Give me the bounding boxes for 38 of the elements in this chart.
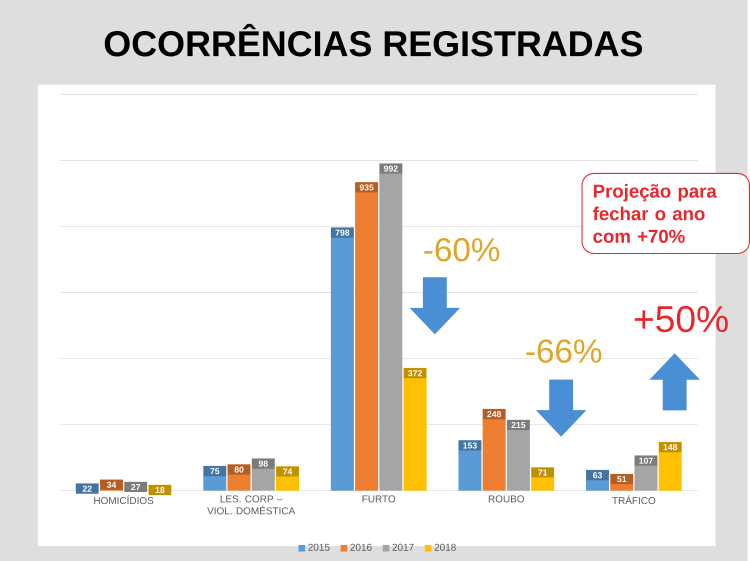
annotation: -60% [424,238,500,262]
data-label: 107 [639,458,653,464]
legend-label: 2017 [392,544,414,551]
data-label: 148 [664,444,678,450]
data-label: 74 [283,468,292,474]
data-label: 798 [336,230,350,236]
data-label: 153 [463,442,477,449]
x-tick-label: FURTO [362,495,396,502]
bar [404,368,427,491]
data-label: 51 [617,476,626,482]
annotation: +50% [634,306,728,332]
data-label: 98 [258,460,268,467]
annotation: Projeção para fechar o ano com +70% [592,184,717,243]
data-label: 34 [106,482,116,488]
legend-label: 2015 [308,544,330,551]
data-label: 75 [210,468,220,474]
x-tick-label: TRÁFICO [612,495,656,504]
chart-title: OCORRÊNCIAS REGISTRADAS [104,24,642,56]
data-label: 935 [360,184,374,190]
data-label: 80 [234,466,244,473]
x-tick-label: ROUBO [488,495,524,502]
data-label: 248 [487,411,502,418]
annotation: -66% [526,339,602,363]
legend-label: 2016 [350,544,372,551]
bar [355,182,378,491]
data-label: 71 [538,469,548,476]
legend-label: 2018 [434,544,456,551]
data-label: 372 [408,370,422,376]
x-tick-label: LES. CORP – VIOL. DOMÉSTICA [207,495,296,514]
data-label: 63 [593,472,602,478]
data-label: 215 [511,422,526,428]
data-label: 27 [131,484,140,490]
data-label: 22 [82,486,92,492]
data-label: 992 [384,166,398,172]
x-tick-label: HOMICÍDIOS [94,495,154,504]
bar [330,227,354,491]
bar [379,163,402,491]
data-label: 18 [156,486,164,494]
